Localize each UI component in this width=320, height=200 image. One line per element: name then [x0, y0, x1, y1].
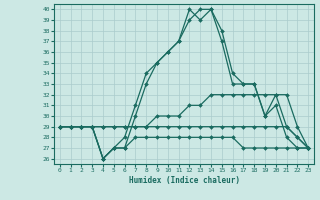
X-axis label: Humidex (Indice chaleur): Humidex (Indice chaleur): [129, 176, 239, 185]
